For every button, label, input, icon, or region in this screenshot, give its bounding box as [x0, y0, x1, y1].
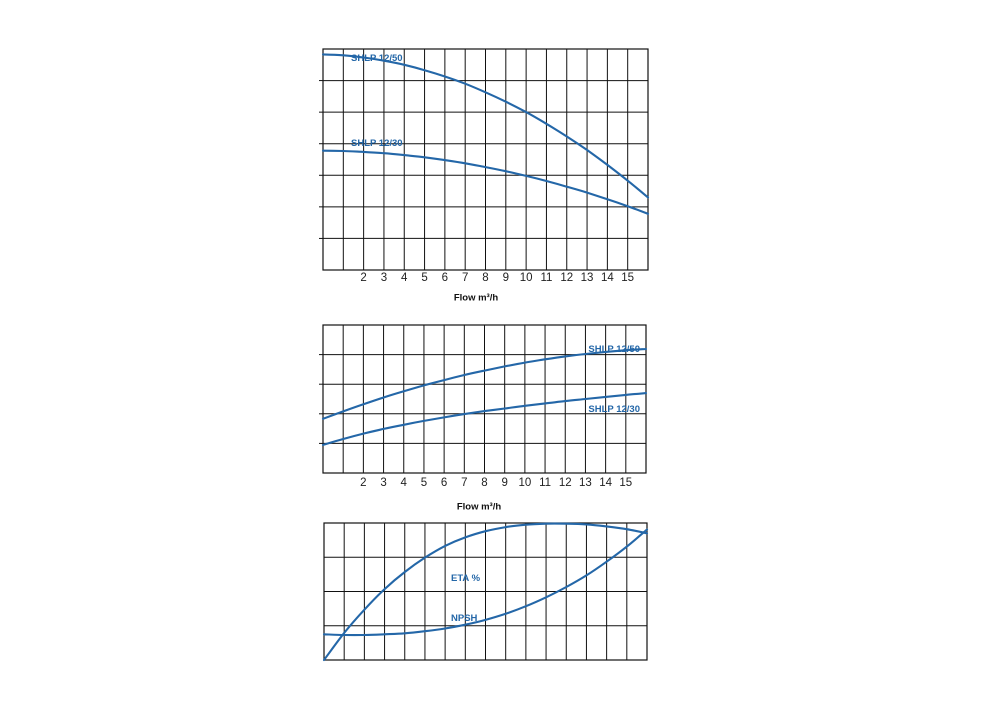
x-tick-label: 12	[560, 272, 573, 284]
series-line-shlp-12-30	[321, 392, 648, 446]
x-tick-label: 13	[579, 477, 592, 489]
series-label: SHLP 12/30	[588, 404, 640, 415]
x-tick-label: 6	[442, 272, 448, 284]
chart-panel-1: 2 3 4 5 6 7 8 9 10 11 12 13 14 15 Flow m³/h SHLP 12/50 S…	[319, 48, 650, 304]
x-tick-label: 12	[559, 477, 572, 489]
x-tick-label: 9	[501, 477, 507, 489]
series-label: SHLP 12/50	[351, 53, 403, 64]
plot-frame	[322, 48, 649, 271]
x-tick-label: 3	[380, 477, 386, 489]
x-tick-label: 5	[421, 477, 427, 489]
x-tick-label: 10	[518, 477, 531, 489]
x-tick-label: 11	[539, 477, 551, 489]
x-tick-label: 6	[441, 477, 447, 489]
chart-panel-2: 2 3 4 5 6 7 8 9 10 11 12 13 14 15 Flow m³/h SHLP 12/50 S…	[319, 324, 648, 513]
x-tick-label: 9	[503, 272, 509, 284]
series-label: ETA %	[451, 573, 481, 584]
x-axis-label: Flow m³/h	[457, 502, 502, 513]
x-tick-label: 7	[461, 477, 467, 489]
x-tick-label: 14	[599, 477, 612, 489]
x-tick-label: 14	[601, 272, 614, 284]
x-tick-label: 15	[619, 477, 632, 489]
series-line-npsh	[322, 528, 649, 637]
x-tick-label: 8	[482, 272, 488, 284]
x-tick-label: 4	[401, 272, 408, 284]
series-label: SHLP 12/50	[588, 344, 640, 355]
series-line-shlp-12-50	[321, 347, 648, 420]
x-tick-label: 3	[381, 272, 387, 284]
x-tick-label: 2	[360, 477, 366, 489]
x-tick-label: 7	[462, 272, 468, 284]
series-label: SHLP 12/30	[351, 138, 403, 149]
plot-frame	[322, 324, 647, 474]
x-tick-label: 5	[421, 272, 427, 284]
series-label: NPSH	[451, 613, 478, 624]
x-tick-label: 13	[581, 272, 594, 284]
x-tick-label: 8	[481, 477, 487, 489]
x-tick-label: 11	[540, 272, 552, 284]
x-tick-label: 10	[520, 272, 533, 284]
x-tick-label: 4	[401, 477, 408, 489]
x-tick-label: 15	[621, 272, 634, 284]
series-line-eta	[322, 522, 649, 662]
series-line-shlp-12-30	[321, 149, 650, 215]
plot-frame	[323, 522, 648, 661]
series-line-shlp-12-50	[321, 53, 650, 199]
x-axis-label: Flow m³/h	[454, 293, 499, 304]
chart-panel-3: ETA % NPSH	[322, 522, 649, 662]
x-tick-label: 2	[360, 272, 366, 284]
